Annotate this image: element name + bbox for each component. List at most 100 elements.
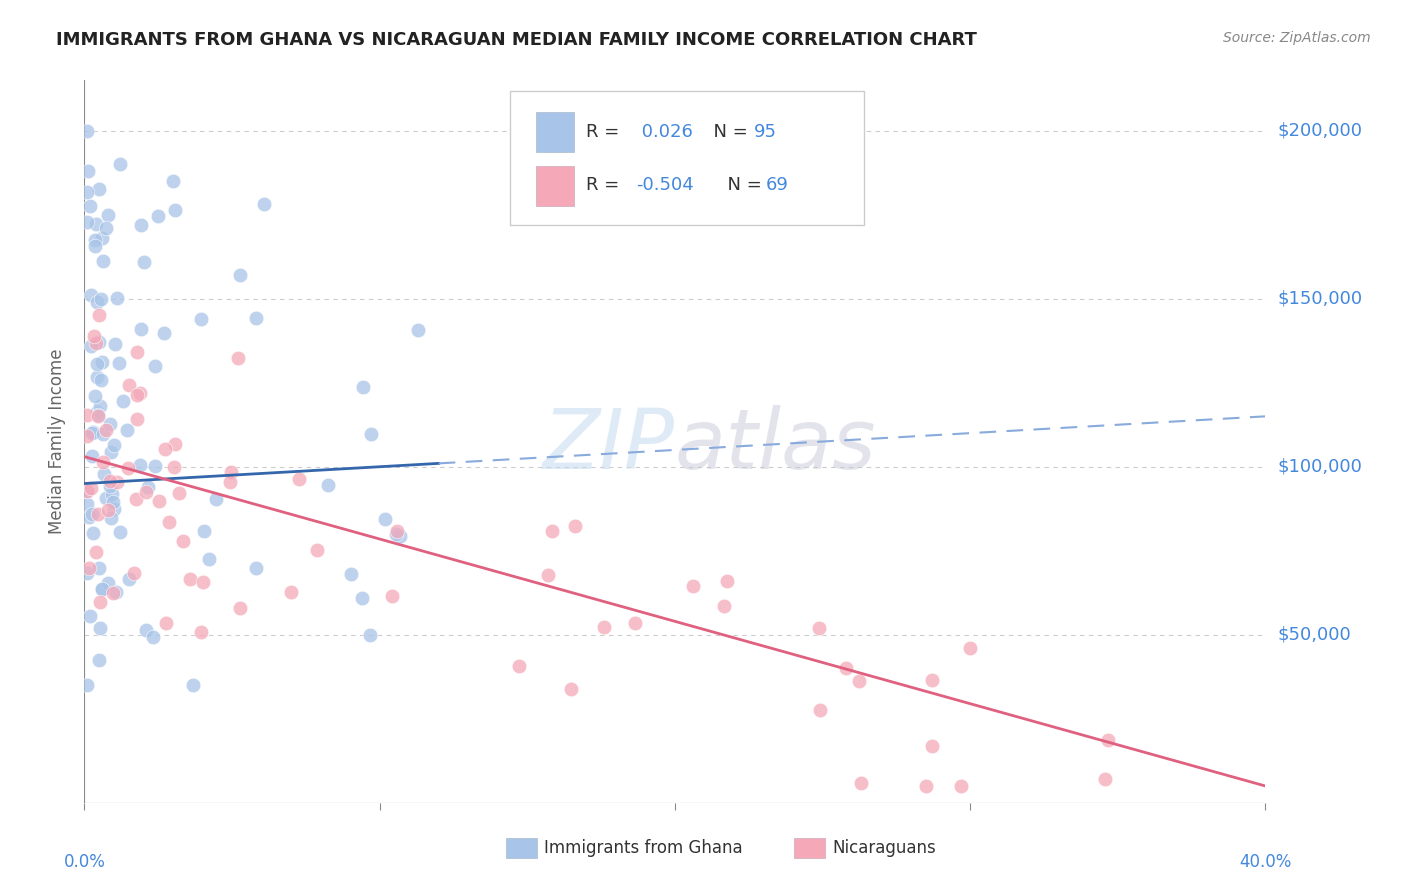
Text: 0.0%: 0.0% bbox=[63, 854, 105, 871]
Point bbox=[851, 776, 873, 790]
Point bbox=[153, 442, 176, 456]
Point bbox=[80, 481, 103, 495]
Point bbox=[86, 357, 108, 371]
Point bbox=[94, 491, 117, 506]
Point bbox=[560, 681, 582, 696]
Text: ZIP: ZIP bbox=[543, 405, 675, 485]
Point bbox=[193, 524, 215, 538]
Point bbox=[129, 458, 152, 472]
Point bbox=[89, 182, 111, 196]
Text: Nicaraguans: Nicaraguans bbox=[832, 839, 936, 857]
Point bbox=[835, 660, 858, 674]
Point bbox=[305, 542, 328, 557]
Point bbox=[219, 465, 242, 479]
Point bbox=[229, 268, 252, 282]
Point bbox=[90, 582, 112, 597]
Point bbox=[915, 779, 938, 793]
Point bbox=[682, 578, 704, 592]
Point bbox=[352, 591, 374, 606]
Point bbox=[316, 478, 339, 492]
Point bbox=[76, 483, 98, 498]
Point bbox=[76, 215, 98, 229]
Point bbox=[959, 641, 981, 656]
Point bbox=[98, 479, 121, 493]
Point bbox=[921, 739, 943, 754]
Point bbox=[198, 551, 221, 566]
Point bbox=[340, 566, 363, 581]
Point bbox=[90, 373, 112, 387]
Point bbox=[97, 208, 120, 222]
Point bbox=[564, 518, 586, 533]
Point bbox=[152, 326, 174, 340]
Point bbox=[508, 659, 530, 673]
Point bbox=[108, 157, 131, 171]
Point bbox=[163, 437, 186, 451]
Point bbox=[1094, 772, 1116, 786]
Point bbox=[87, 507, 110, 521]
Point bbox=[229, 600, 252, 615]
Point bbox=[76, 124, 98, 138]
Point bbox=[84, 389, 107, 403]
Point bbox=[87, 409, 110, 424]
Point bbox=[90, 355, 112, 369]
Point bbox=[86, 405, 108, 419]
Point bbox=[172, 533, 194, 548]
Point bbox=[100, 511, 122, 525]
Text: IMMIGRANTS FROM GHANA VS NICARAGUAN MEDIAN FAMILY INCOME CORRELATION CHART: IMMIGRANTS FROM GHANA VS NICARAGUAN MEDI… bbox=[56, 31, 977, 49]
Point bbox=[105, 475, 128, 490]
Point bbox=[157, 515, 180, 529]
Point bbox=[127, 387, 149, 401]
Point bbox=[98, 474, 121, 488]
Text: Immigrants from Ghana: Immigrants from Ghana bbox=[544, 839, 742, 857]
Point bbox=[226, 351, 249, 366]
Point bbox=[76, 164, 98, 178]
Point bbox=[389, 529, 412, 543]
Point bbox=[253, 196, 276, 211]
Point bbox=[76, 483, 98, 498]
Point bbox=[93, 467, 115, 481]
Point bbox=[385, 527, 408, 541]
Point bbox=[118, 572, 141, 586]
Point bbox=[89, 622, 111, 636]
Point bbox=[127, 345, 149, 359]
Point bbox=[163, 202, 186, 217]
Point bbox=[79, 609, 101, 624]
Point bbox=[89, 399, 111, 413]
Point bbox=[125, 411, 148, 425]
Point bbox=[122, 566, 145, 580]
Point bbox=[190, 312, 212, 326]
Point bbox=[716, 574, 738, 589]
Point bbox=[406, 323, 429, 337]
Point bbox=[97, 576, 120, 591]
Text: $150,000: $150,000 bbox=[1277, 290, 1362, 308]
Point bbox=[352, 380, 374, 394]
Point bbox=[135, 623, 157, 637]
Point bbox=[1097, 733, 1119, 747]
Text: 40.0%: 40.0% bbox=[1239, 854, 1292, 871]
Point bbox=[132, 255, 155, 269]
Y-axis label: Median Family Income: Median Family Income bbox=[48, 349, 66, 534]
Point bbox=[360, 427, 382, 442]
Point bbox=[387, 524, 409, 538]
Point bbox=[84, 233, 107, 247]
Point bbox=[87, 653, 110, 667]
Point bbox=[541, 524, 564, 538]
Text: R =: R = bbox=[586, 123, 626, 141]
Point bbox=[105, 584, 128, 599]
Text: 69: 69 bbox=[766, 177, 789, 194]
Point bbox=[117, 460, 139, 475]
Point bbox=[89, 595, 111, 609]
Point bbox=[80, 450, 103, 464]
Text: -0.504: -0.504 bbox=[636, 177, 693, 194]
Point bbox=[808, 703, 831, 717]
Point bbox=[91, 426, 114, 441]
Point bbox=[280, 585, 302, 599]
Point bbox=[101, 495, 124, 509]
Point bbox=[117, 423, 139, 437]
Point bbox=[87, 408, 110, 422]
Text: $100,000: $100,000 bbox=[1277, 458, 1362, 475]
Point bbox=[108, 524, 131, 539]
Point bbox=[97, 502, 120, 516]
Point bbox=[155, 616, 177, 631]
Point bbox=[143, 459, 166, 474]
